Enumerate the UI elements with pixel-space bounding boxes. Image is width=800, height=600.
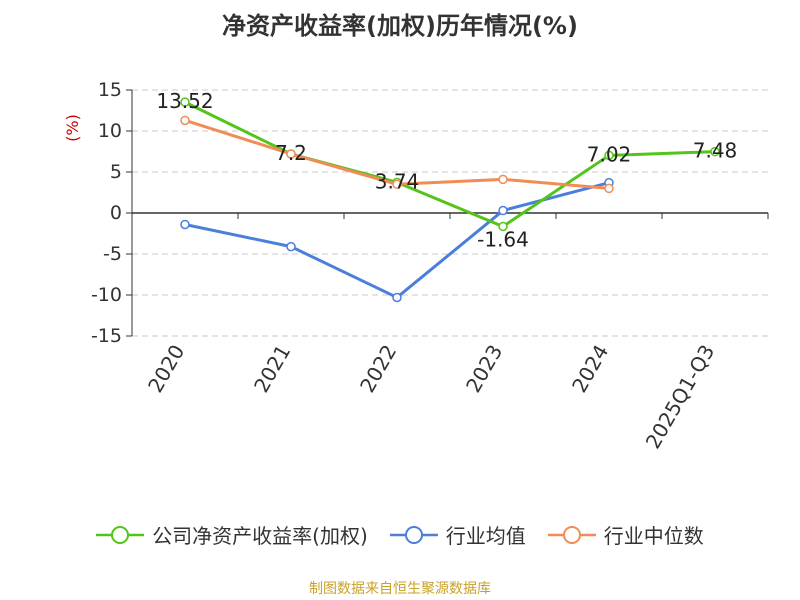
legend-swatch-marker — [111, 525, 130, 544]
chart-title: 净资产收益率(加权)历年情况(%) — [222, 12, 578, 40]
data-point — [286, 149, 296, 159]
y-tick-label: 10 — [98, 120, 122, 142]
data-label: 7.02 — [587, 142, 632, 166]
y-tick-label: -10 — [91, 284, 122, 306]
data-labels: 13.52 7.2 3.74 -1.64 7.02 7.48 — [156, 89, 737, 251]
legend-swatch — [547, 525, 596, 544]
y-tick-label: -15 — [91, 325, 122, 347]
data-point — [392, 179, 402, 190]
data-point — [286, 241, 296, 252]
source-note: 制图数据来自恒生聚源数据库 — [309, 581, 491, 597]
gridlines — [132, 89, 768, 337]
y-tick-label: -5 — [103, 243, 122, 265]
legend-item[interactable]: 行业中位数 — [547, 520, 704, 549]
data-point — [604, 183, 614, 194]
data-point — [498, 205, 508, 216]
y-tick-label: 0 — [110, 202, 122, 224]
data-label: 7.2 — [275, 141, 307, 165]
data-point — [710, 146, 720, 157]
data-point — [392, 292, 402, 303]
axes: 15 10 5 0 -5 -10 -15 2020 2021 2022 2023 2024 2025Q1… — [91, 79, 769, 453]
legend-item[interactable]: 行业均值 — [389, 520, 526, 549]
legend-swatch — [389, 525, 438, 544]
series-lines — [180, 97, 720, 303]
data-point — [180, 115, 190, 126]
data-point — [604, 150, 614, 161]
y-tick-label: 5 — [110, 161, 122, 183]
legend-item[interactable]: 公司净资产收益率(加权) — [96, 520, 368, 549]
legend-label: 公司净资产收益率(加权) — [152, 524, 368, 548]
data-label: 13.52 — [156, 89, 213, 113]
data-point — [498, 174, 508, 185]
x-tick-label: 2024 — [567, 341, 613, 397]
series-line — [184, 100, 716, 228]
data-label: 7.48 — [693, 139, 738, 163]
x-tick-label: 2022 — [355, 341, 401, 397]
x-tick-label: 2020 — [143, 341, 189, 397]
data-label: 3.74 — [375, 169, 420, 193]
data-point — [498, 221, 508, 232]
legend-swatch-marker — [404, 525, 423, 544]
x-tick-label: 2023 — [461, 341, 507, 397]
data-point — [180, 97, 190, 107]
series-line — [184, 181, 610, 299]
y-tick-label: 15 — [98, 79, 122, 101]
data-point — [180, 219, 190, 230]
legend-swatch-marker — [562, 525, 581, 544]
legend-label: 行业均值 — [445, 524, 526, 548]
data-label: -1.64 — [477, 227, 529, 251]
x-tick-label: 2021 — [249, 341, 295, 397]
legend-swatch — [96, 525, 145, 544]
legend-label: 行业中位数 — [603, 524, 704, 548]
x-tick-label: 2025Q1-Q3 — [641, 341, 720, 453]
legend: 公司净资产收益率(加权) 行业均值 行业中位数 — [0, 520, 800, 549]
y-axis-unit-label: (%) — [63, 114, 82, 142]
